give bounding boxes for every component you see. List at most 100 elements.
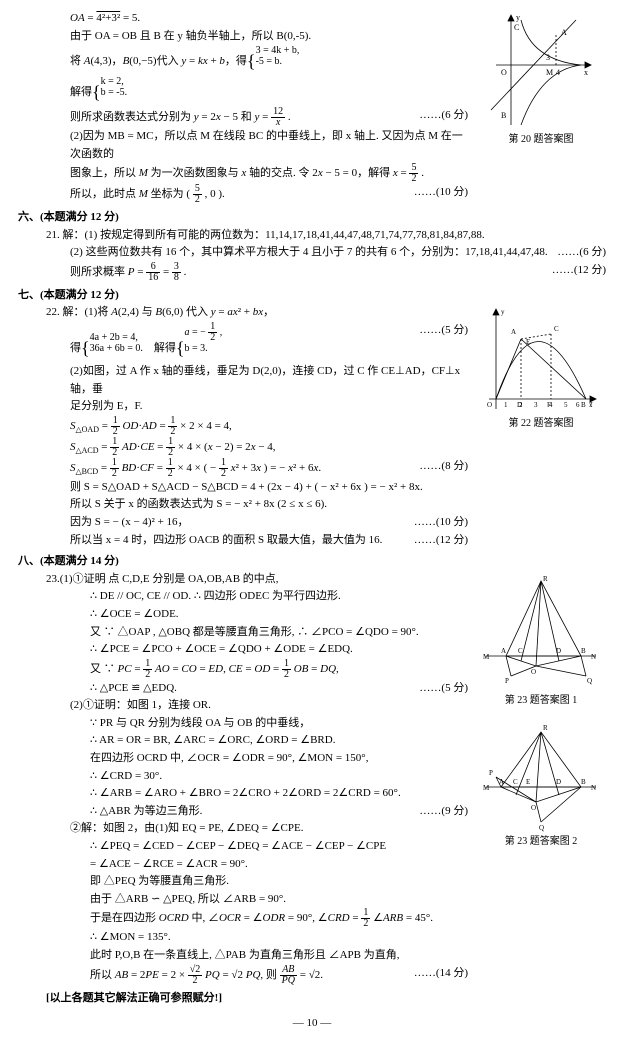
svg-text:M: M [483,784,490,792]
q23-l17: = ∠ACE − ∠RCE = ∠ACR = 90°. [18,856,468,874]
q23-l11: 在四边形 OCRD 中, ∠OCR = ∠ODR = 90°, ∠MON = 1… [18,750,468,768]
q21-l3: 则所求概率 P = 616 = 38 .……(12 分) [18,262,606,283]
q21-l1: 21. 解：(1) 按规定得到所有可能的两位数为：11,14,17,18,41,… [18,227,606,245]
fig20-cap: 第 20 题答案图 [476,132,606,148]
q22-l3: (2)如图，过 A 作 x 轴的垂线，垂足为 D(2,0)，连接 CD，过 C … [18,363,468,398]
q23-l6: 又 ∵ PC = 12 AO = CO = ED, CE = OD = 12 O… [18,659,468,680]
svg-text:x: x [584,68,588,77]
q23-l22: 此时 P,O,B 在一条直线上, △PAB 为直角三角形且 ∠APB 为直角, [18,947,468,965]
q23-l10: ∴ AR = OR = BR, ∠ARC = ∠ORC, ∠ORD = ∠BRD… [18,732,468,750]
footnote: [以上各题其它解法正确可参照赋分!] [18,990,606,1008]
q20-l1: OA = 4²+3² = 5. [18,10,468,28]
q23-l5: ∴ ∠PCE = ∠PCO + ∠OCE = ∠QDO + ∠ODE = ∠ED… [18,641,468,659]
q22-l8: 所以当 x = 4 时，四边形 OACB 的面积 S 取最大值，最大值为 16.… [18,532,468,550]
q23-l8: (2)①证明：如图 1，连接 OR. [18,697,468,715]
svg-text:2: 2 [519,401,523,409]
svg-text:R: R [543,724,548,732]
q23-l2: ∴ DE // OC, CE // OD. ∴ 四边形 ODEC 为平行四边形. [18,588,468,606]
q20-l2: 由于 OA = OB 且 B 在 y 轴负半轴上，所以 B(0,-5). [18,28,468,46]
q23-l18: 即 △PEQ 为等腰直角三角形. [18,873,468,891]
q23-l4: 又 ∵ △OAP , △OBQ 都是等腰直角三角形, ∴ ∠PCO = ∠QDO… [18,624,468,642]
svg-text:A: A [501,647,506,655]
svg-text:A: A [561,28,567,37]
svg-text:C: C [518,647,523,655]
section-8: 八、(本题满分 14 分) [18,553,606,571]
q23-l21: ∴ ∠MON = 135°. [18,929,468,947]
q23-l20: 于是在四边形 OCRD 中, ∠OCR = ∠ODR = 90°, ∠CRD =… [18,908,468,929]
svg-text:P: P [489,769,493,777]
svg-text:Q: Q [587,677,592,685]
svg-text:R: R [543,575,548,583]
svg-text:7: 7 [589,401,593,409]
svg-text:3: 3 [534,401,538,409]
q22-f2: S△ACD = 12 AD·CE = 12 × 4 × (x − 2) = 2x… [18,437,468,458]
q22-l6: 所以 S 关于 x 的函数表达式为 S = − x² + 8x (2 ≤ x ≤… [18,496,468,514]
q22-l4: 足分别为 E，F. [18,398,468,416]
svg-text:M: M [483,653,490,661]
q22-l2: 得{4a + 2b = 4,36a + 6b = 0. 解得{a = − 12 … [18,322,468,363]
q22-l5: 则 S = S△OAD + S△ACD − S△BCD = 4 + (2x − … [18,479,468,497]
svg-text:C: C [554,325,559,333]
fig22-cap: 第 22 题答案图 [476,416,606,432]
svg-text:C: C [514,23,519,32]
svg-text:O: O [531,668,536,676]
q23-l9: ∵ PR 与 QR 分别为线段 OA 与 OB 的中垂线， [18,715,468,733]
svg-text:B: B [581,778,586,786]
q22-l7: 因为 S = − (x − 4)² + 16，……(10 分) [18,514,468,532]
svg-text:B: B [581,401,586,409]
svg-text:O: O [487,401,492,409]
q23-l23: 所以 AB = 2PE = 2 × √22 PQ = √2 PQ, 则 ABPQ… [18,965,468,986]
q23-l16: ∴ ∠PEQ = ∠CED − ∠CEP − ∠DEQ = ∠ACE − ∠CE… [18,838,468,856]
svg-text:6: 6 [576,401,580,409]
svg-text:M: M [546,68,553,77]
q22-f3: S△BCD = 12 BD·CF = 12 × 4 × ( − 12 x² + … [18,458,468,479]
svg-text:y: y [501,308,505,316]
svg-text:E: E [526,778,530,786]
q21-l2: (2) 这些两位数共有 16 个，其中算术平方根大于 4 且小于 7 的共有 6… [18,244,606,262]
fig23-cap1: 第 23 题答案图 1 [476,693,606,709]
q20-l5: 则所求函数表达式分别为 y = 2x − 5 和 y = 12x .……(6 分… [18,107,468,128]
fig-20: xy OA BM C34 [486,10,596,130]
section-7: 七、(本题满分 12 分) [18,287,606,305]
svg-text:D: D [556,647,561,655]
svg-text:A: A [499,778,504,786]
q20-l3: 将 A(4,3)，B(0,−5)代入 y = kx + b，得{3 = 4k +… [18,45,468,76]
svg-text:O: O [531,804,536,812]
q20-l8: 所以，此时点 M 坐标为 ( 52 , 0 ).……(10 分) [18,184,468,205]
svg-text:B: B [501,111,506,120]
q23-l12: ∴ ∠CRD = 30°. [18,768,468,786]
svg-text:Q: Q [539,824,544,832]
q22-l1: 22. 解：(1)将 A(2,4) 与 B(6,0) 代入 y = ax² + … [18,304,468,322]
svg-text:y: y [516,13,520,22]
svg-text:4: 4 [549,401,553,409]
svg-text:O: O [501,68,507,77]
svg-text:D: D [556,778,561,786]
q23-l13: ∴ ∠ARB = ∠ARO + ∠BRO = 2∠CRO + 2∠ORD = 2… [18,785,468,803]
svg-text:C: C [513,778,518,786]
svg-text:5: 5 [564,401,568,409]
svg-text:B: B [581,647,586,655]
svg-text:3: 3 [546,53,550,62]
q23-l3: ∴ ∠OCE = ∠ODE. [18,606,468,624]
svg-text:A: A [511,328,516,336]
q23-l14: ∴ △ABR 为等边三角形.……(9 分) [18,803,468,821]
q20-l4: 解得{k = 2,b = -5. [18,76,468,107]
page-number: — 10 — [18,1015,606,1033]
q20-l6: (2)因为 MB = MC，所以点 M 在线段 BC 的中垂线上，即 x 轴上.… [18,128,468,163]
svg-text:N: N [591,784,596,792]
fig-23-1: M A C O D B N R P Q [481,571,601,691]
fig-22: xy OAC DE FB 123 4567 [481,304,601,414]
svg-text:E: E [526,338,530,346]
q23-l1: 23.(1)①证明 点 C,D,E 分别是 OA,OB,AB 的中点, [18,571,468,589]
fig23-cap2: 第 23 题答案图 2 [476,834,606,850]
q23-l15: ②解：如图 2，由(1)知 EQ = PE, ∠DEQ = ∠CPE. [18,820,468,838]
q22-f1: S△OAD = 12 OD·AD = 12 × 2 × 4 = 4, [18,416,468,437]
svg-text:P: P [505,677,509,685]
fig-23-2: M A C P O D BN R Q E [481,717,601,832]
q23-l19: 由于 △ARB ∽ △PEQ, 所以 ∠ARB = 90°. [18,891,468,909]
svg-text:1: 1 [504,401,508,409]
q23-l7: ∴ △PCE ≌ △EDQ.……(5 分) [18,680,468,698]
q20-l7: 图象上，所以 M 为一次函数图象与 x 轴的交点. 令 2x − 5 = 0，解… [18,163,468,184]
svg-text:N: N [591,653,596,661]
section-6: 六、(本题满分 12 分) [18,209,606,227]
